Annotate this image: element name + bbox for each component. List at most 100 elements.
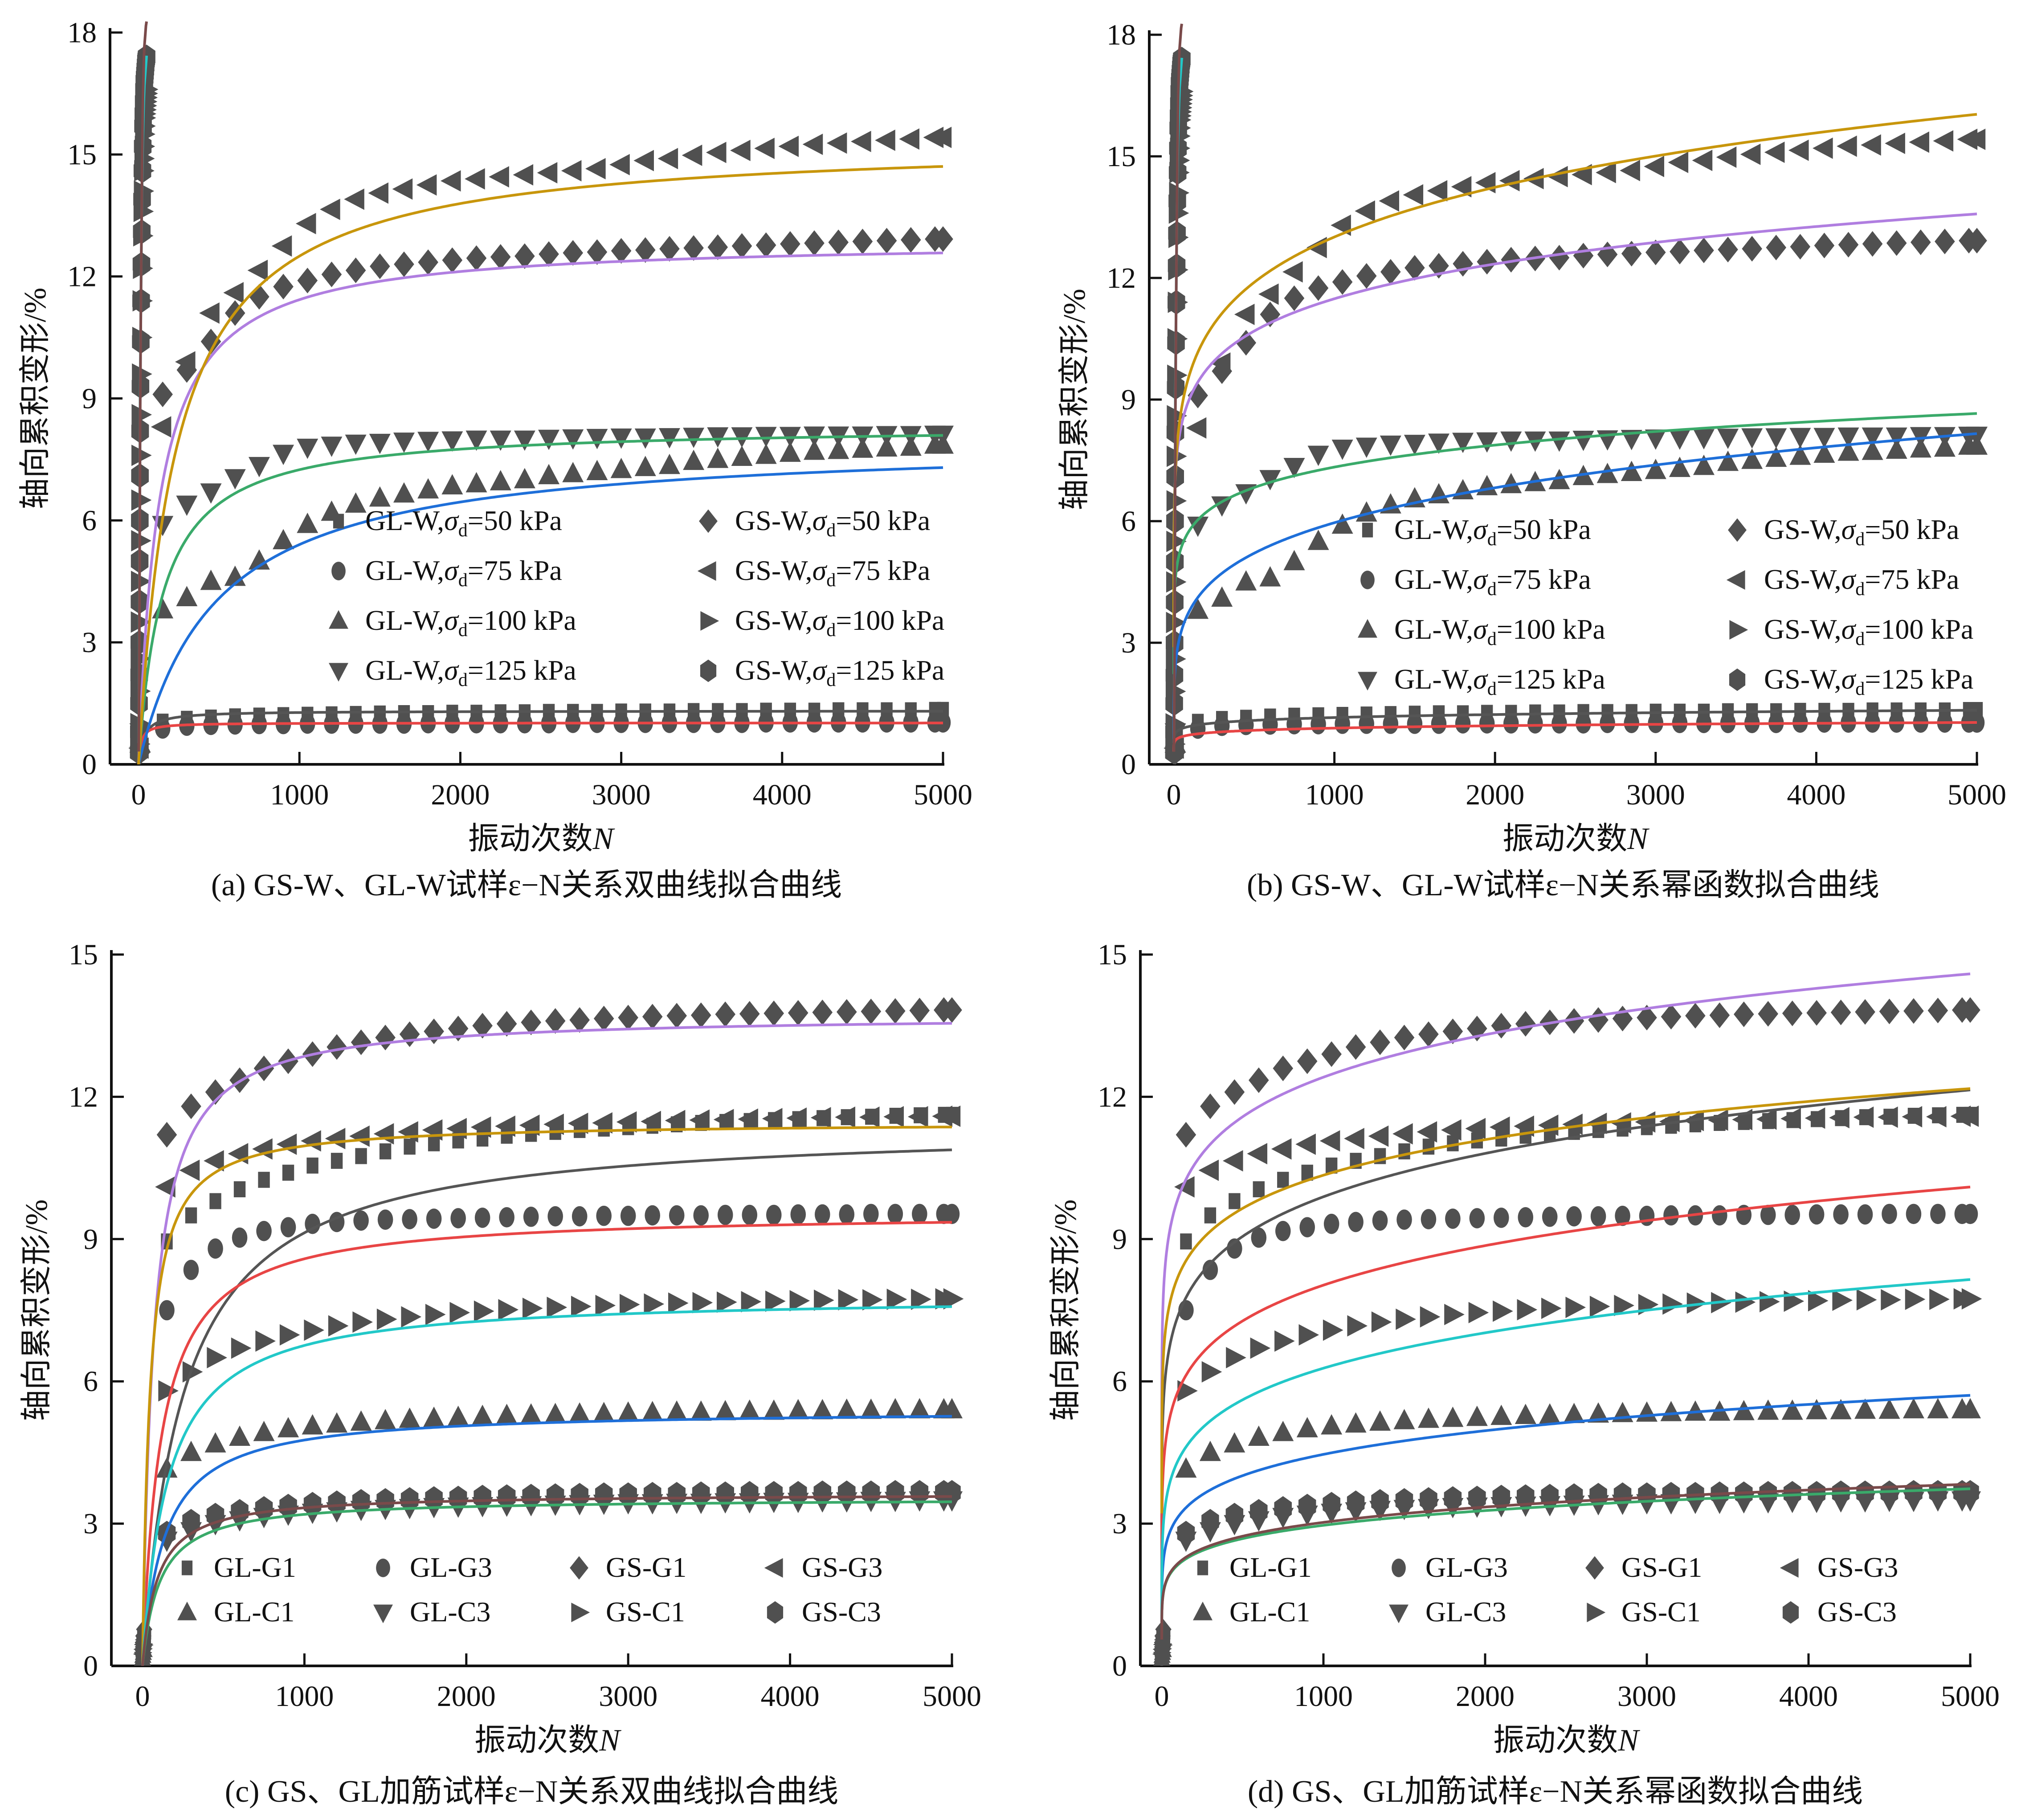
data-point (271, 235, 292, 257)
y-tick-label: 18 (67, 16, 97, 49)
data-point (1307, 530, 1329, 550)
data-point (668, 1292, 689, 1314)
data-point (1782, 1000, 1803, 1026)
panel-caption: (c) GS、GL加筋试样ε−N关系双曲线拟合曲线 (225, 1775, 838, 1809)
data-point (1250, 1337, 1271, 1359)
data-point (1588, 1007, 1609, 1033)
legend-item: GL-W,σd=125 kPa (1358, 663, 1605, 699)
x-tick-label: 1000 (270, 779, 329, 811)
fit-curve-gs-c1 (141, 1305, 952, 1666)
data-point (547, 1297, 568, 1318)
data-point (1180, 1233, 1192, 1250)
data-point (1469, 1208, 1485, 1228)
data-point (223, 282, 244, 304)
data-point (1490, 1404, 1512, 1425)
data-point (645, 1205, 660, 1226)
data-point (1198, 1159, 1219, 1181)
fit-curves (137, 21, 943, 764)
data-point (404, 1139, 416, 1155)
data-point (1492, 1485, 1511, 1510)
data-point (1332, 269, 1353, 295)
data-point (345, 492, 367, 513)
data-point (1407, 714, 1423, 734)
series-gl-w-d-75-kpa (132, 712, 951, 763)
data-point (352, 1311, 373, 1333)
data-point (754, 138, 775, 159)
data-point (1645, 458, 1666, 479)
fit-curve-gs-c3 (1160, 1483, 1971, 1640)
y-tick-label: 6 (1112, 1365, 1127, 1398)
data-point (321, 261, 342, 287)
data-point (1853, 1106, 1874, 1128)
data-point (1759, 1481, 1777, 1506)
y-tick-label: 12 (69, 1081, 98, 1113)
data-point (490, 244, 511, 270)
data-point (1758, 1001, 1779, 1027)
x-axis-title: 振动次数N (1493, 1723, 1640, 1758)
y-axis-title: 轴向累积变形/% (1049, 1200, 1083, 1421)
x-tick-label: 1000 (275, 1680, 334, 1713)
data-point (839, 1204, 855, 1225)
data-point (1347, 1315, 1368, 1337)
x-tick-label: 4000 (1787, 779, 1845, 811)
series-gs-w-d-75-kpa (128, 127, 952, 759)
data-point (1757, 1399, 1779, 1420)
y-tick-label: 15 (67, 139, 97, 171)
legend-item: GL-W,σd=75 kPa (331, 555, 562, 591)
y-tick-label: 15 (69, 939, 98, 971)
data-point (1929, 1289, 1950, 1310)
data-point (618, 1004, 638, 1031)
data-point (1500, 473, 1522, 494)
data-point (693, 1205, 709, 1226)
data-point (522, 1298, 543, 1319)
data-point (1588, 1402, 1609, 1423)
legend-label: GL-W,σd=125 kPa (1394, 663, 1605, 699)
legend-label: GL-C1 (214, 1596, 294, 1628)
data-point (1541, 1484, 1559, 1509)
data-point (1879, 998, 1900, 1024)
data-point (305, 1213, 320, 1234)
data-point (562, 429, 584, 450)
data-point (253, 1420, 275, 1441)
data-point (1742, 236, 1762, 262)
data-point (862, 1480, 880, 1505)
legend-label: GL-G1 (1229, 1551, 1312, 1583)
data-point (279, 1494, 297, 1518)
data-point (297, 267, 318, 294)
panel-a: 0 3 6 9 12 15 18 0 1000 2000 3000 4000 5000 振动次数N 轴向累积… (18, 16, 972, 902)
data-point (804, 230, 825, 256)
data-point (789, 1481, 807, 1506)
data-point (731, 233, 752, 259)
data-point (943, 1480, 961, 1505)
legend-label: GS-W,σd=75 kPa (1764, 563, 1959, 600)
data-point (1644, 155, 1664, 177)
data-point (1765, 446, 1787, 467)
data-point (1517, 1299, 1538, 1321)
data-point (569, 1007, 590, 1033)
data-point (666, 1003, 687, 1029)
series-gl-w-d-100-kpa (129, 433, 954, 753)
data-point (1862, 427, 1883, 448)
legend-label: GS-W,σd=100 kPa (735, 604, 944, 641)
data-point (175, 351, 196, 373)
data-point (912, 1204, 927, 1224)
data-point (859, 1106, 880, 1128)
data-point (1669, 429, 1690, 450)
data-point (441, 474, 463, 494)
fit-curve-gs-w-d-75-kpa (137, 165, 943, 764)
data-point (1551, 713, 1567, 734)
data-point (1789, 445, 1811, 465)
data-point (1549, 245, 1570, 271)
data-point (933, 226, 953, 252)
data-point (1878, 1106, 1898, 1128)
data-point (1442, 1406, 1464, 1427)
data-point (417, 432, 439, 452)
data-point (1380, 435, 1401, 456)
data-point (151, 416, 171, 438)
data-point (1442, 1018, 1463, 1045)
data-point (713, 1109, 734, 1130)
data-point (1662, 1481, 1680, 1507)
data-point (1707, 1109, 1728, 1131)
data-point (204, 1432, 226, 1453)
data-point (1282, 261, 1303, 283)
